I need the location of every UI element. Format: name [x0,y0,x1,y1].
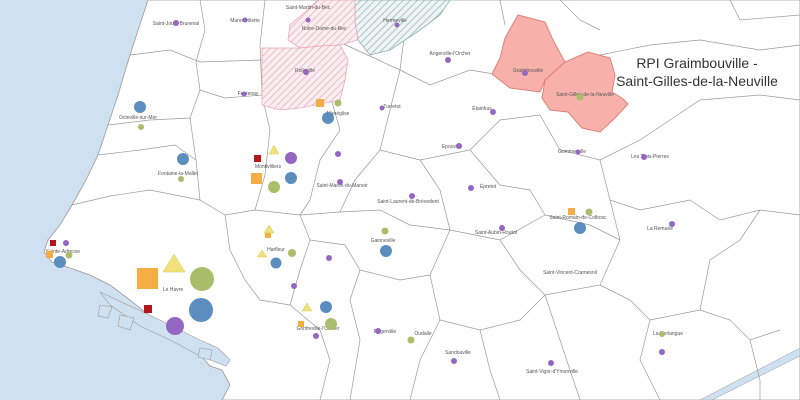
label-epouville: Epouville [442,144,463,150]
label-fontaine-la-mallet: Fontaine-la-Mallet [158,171,199,177]
label-saint-vigor: Saint-Vigor-d'Ymonville [526,369,578,375]
label-saint-vincent-cramesnil: Saint-Vincent-Cramesnil [543,270,597,276]
label-saint-aubin-routot: Saint-Aubin-Routot [475,230,518,236]
label-saint-martin-du-bec: Saint-Martin-du-Bec [286,5,331,11]
yellow-triangles [162,144,313,312]
blue-circles [54,101,586,322]
map-symbols [46,17,675,366]
label-octeville-sur-mer: Octeville-sur-Mer [119,115,157,121]
rpi-title-line-1: RPI Graimbouville - [636,55,758,71]
label-sainte-adresse: Sainte-Adresse [46,249,80,255]
orange-squares [46,99,575,327]
green-circles [65,93,665,344]
label-saint-laurent: Saint-Laurent-de-Brèvedent [377,199,439,205]
label-oudalle: Oudalle [414,331,431,337]
red-squares [50,155,261,313]
label-la-cerlangue: La Cerlangue [653,331,683,337]
rpi-commune-saint-gilles [541,51,629,133]
rpi-title-line-2: Saint-Gilles-de-la-Neuville [616,73,778,89]
label-maneglise: Manéglise [327,111,350,117]
label-graimbouville: Graimbouville [513,68,544,74]
label-gainneville: Gainneville [371,238,396,244]
label-les-trois-pierres: Les Trois-Pierres [631,154,669,160]
label-turretot: Turretot [383,104,401,110]
label-gonfreville-lorcher: Gonfreville-l'Orcher [297,326,340,332]
label-rogerville: Rogerville [374,329,396,335]
label-epretot: Épretot [480,183,497,190]
river [699,347,800,400]
label-gommerville: Gommerville [558,149,586,155]
purple-dots [63,17,675,366]
label-le-havre: Le Havre [163,287,184,293]
label-angerville-lorcher: Angerville-l'Orcher [430,51,471,57]
label-saint-romain-de-colbosc: Saint-Romain-de-Colbosc [549,215,607,221]
label-saint-martin-du-manoir: Saint-Martin-du-Manoir [316,183,367,189]
label-montivilliers: Montivilliers [255,164,282,170]
label-harfleur: Harfleur [267,247,285,253]
harbor-docks [97,291,231,367]
label-la-remuee: La Remuée [647,226,673,232]
label-sandouville: Sandouville [445,350,471,356]
hatched-commune-pink-south [261,44,349,111]
label-hermeville: Hermeville [383,18,407,24]
label-etainhus: Étainhus [472,105,492,112]
rpi-commune-graimbouville [491,14,566,93]
label-fontenay: Fontenay [238,91,259,97]
label-notre-dame-du-bec: Notre-Dame-du-Bec [302,26,347,32]
label-saint-gilles: Saint-Gilles-de-la-Neuville [556,92,614,98]
